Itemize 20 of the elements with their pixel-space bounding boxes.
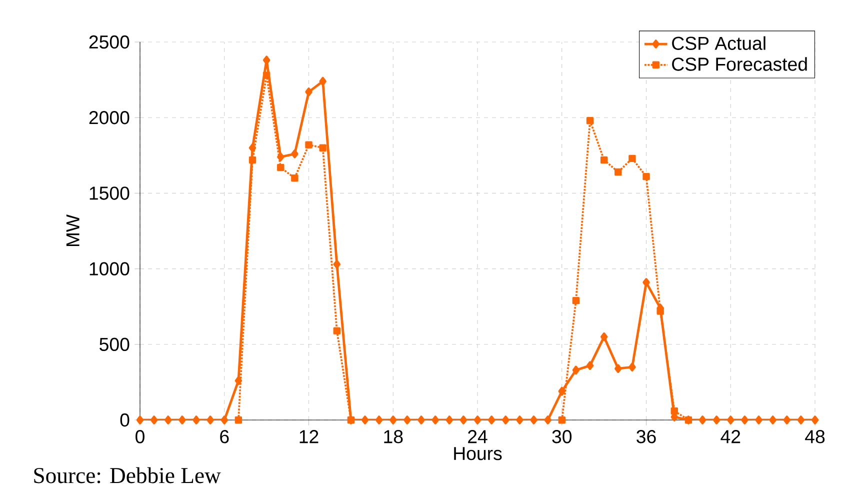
source-note: Source: Debbie Lew [34,467,221,484]
x-tick-label: 48 [805,430,825,444]
y-tick-label: 0 [120,413,130,427]
x-tick-label: 0 [136,430,144,444]
y-tick-label: 2500 [89,35,130,49]
x-tick-label: 36 [636,430,656,444]
x-tick-label: 6 [220,430,229,444]
x-tick-label: 42 [720,430,740,444]
x-tick-label: 24 [468,430,488,444]
x-tick-label: 12 [300,430,318,444]
legend-label: CSP Actual [672,36,766,50]
x-tick-label: 30 [552,430,572,444]
y-tick-label: 1000 [90,262,130,276]
x-tick-label: 18 [384,430,403,444]
y-tick-label: 1500 [90,186,130,200]
y-tick-label: 2000 [89,110,130,124]
legend-label: CSP Forecasted [672,57,807,71]
x-axis-title: Hours [454,447,502,460]
y-tick-label: 500 [100,338,130,352]
y-axis-title: MW [66,214,80,246]
